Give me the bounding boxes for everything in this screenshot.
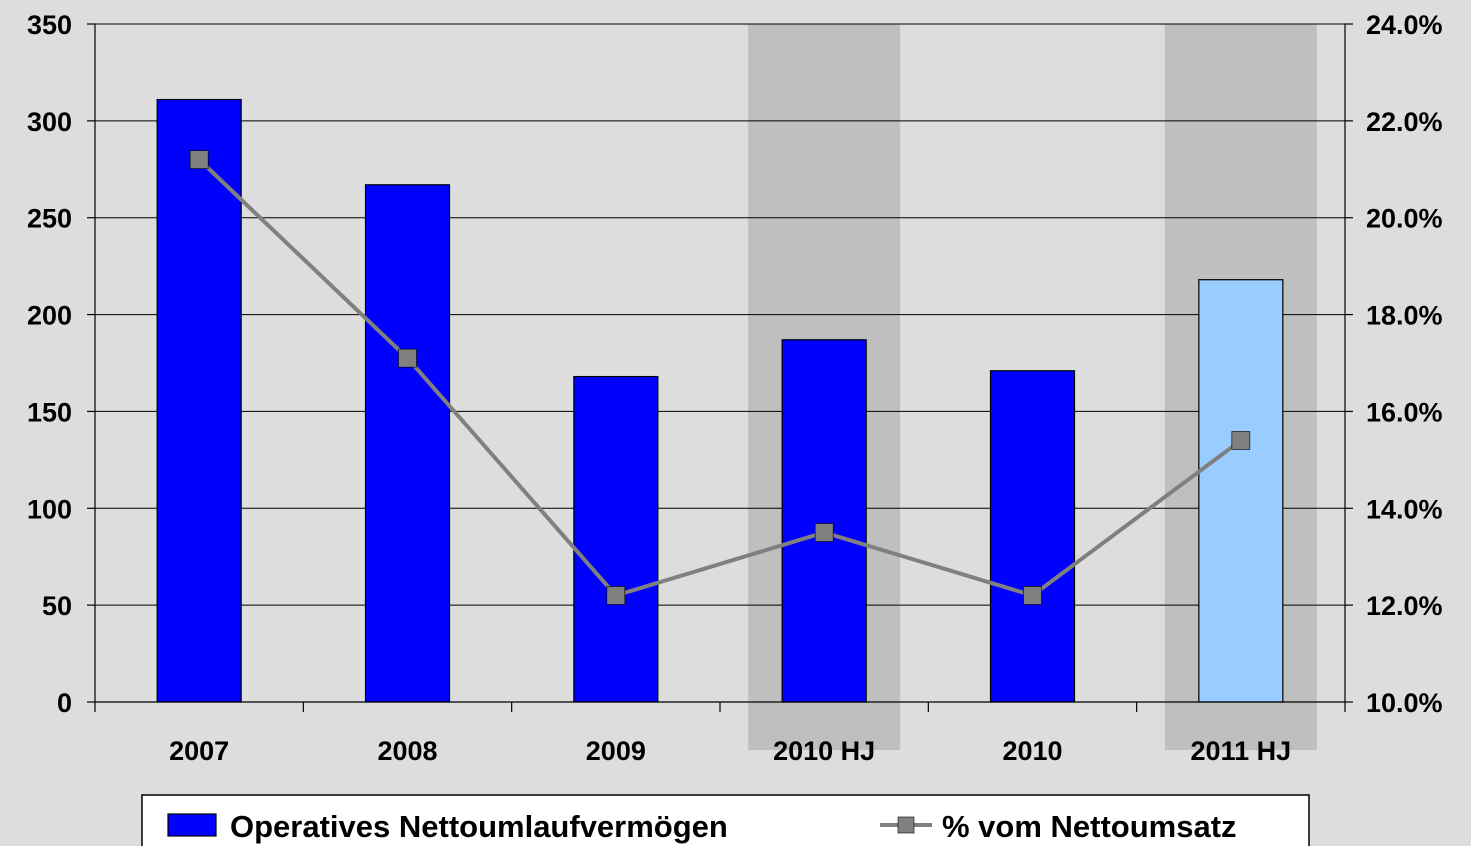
bar — [573, 375, 659, 703]
x-tick-label: 2010 HJ — [773, 736, 875, 766]
y-left-tick-label: 250 — [27, 204, 72, 234]
bar — [781, 339, 867, 703]
percent-marker — [814, 523, 834, 542]
x-tick-label: 2007 — [169, 736, 229, 766]
legend: Operatives Nettoumlaufvermögen % vom Net… — [141, 794, 1310, 846]
y-left-tick-label: 50 — [42, 591, 72, 621]
axes — [87, 23, 1353, 712]
legend-bar-swatch — [167, 813, 217, 837]
x-tick-label: 2009 — [586, 736, 646, 766]
legend-label-line: % vom Nettoumsatz — [942, 809, 1237, 844]
y-left-tick-label: 350 — [27, 10, 72, 40]
line-series — [189, 150, 1251, 605]
gridlines — [95, 23, 1345, 606]
tick-labels: 0 50 100 150 200 250 300 350 10.0% 12.0% 14.0% 16.0… — [27, 10, 1443, 766]
percent-marker — [1023, 586, 1042, 605]
y-right-tick-label: 18.0% — [1366, 301, 1443, 331]
percent-line — [197, 158, 1243, 598]
y-right-tick-label: 14.0% — [1366, 494, 1443, 524]
y-left-tick-label: 200 — [27, 301, 72, 331]
y-right-tick-label: 12.0% — [1366, 591, 1443, 621]
y-right-tick-label: 24.0% — [1366, 10, 1443, 40]
y-left-tick-label: 150 — [27, 397, 72, 427]
percent-marker — [1231, 431, 1251, 450]
percent-marker — [189, 150, 209, 169]
bar — [156, 98, 242, 703]
y-left-tick-label: 0 — [57, 688, 72, 718]
y-left-tick-label: 300 — [27, 107, 72, 137]
bar — [989, 370, 1076, 703]
y-right-tick-label: 10.0% — [1366, 688, 1443, 718]
bar — [364, 184, 451, 703]
y-right-tick-label: 22.0% — [1366, 107, 1443, 137]
legend-box — [141, 794, 1310, 846]
y-left-tick-label: 100 — [27, 494, 72, 524]
x-tick-label: 2011 HJ — [1191, 736, 1292, 766]
legend-line-marker — [897, 816, 915, 834]
percent-marker — [398, 348, 417, 368]
percent-marker — [606, 586, 626, 605]
bar — [1198, 279, 1284, 703]
legend-label-bars: Operatives Nettoumlaufvermögen — [230, 809, 728, 844]
bar-series — [156, 98, 1284, 703]
x-tick-label: 2008 — [377, 736, 437, 766]
x-tick-label: 2010 — [1002, 736, 1062, 766]
y-right-tick-label: 20.0% — [1366, 204, 1443, 234]
y-right-tick-label: 16.0% — [1366, 397, 1443, 427]
